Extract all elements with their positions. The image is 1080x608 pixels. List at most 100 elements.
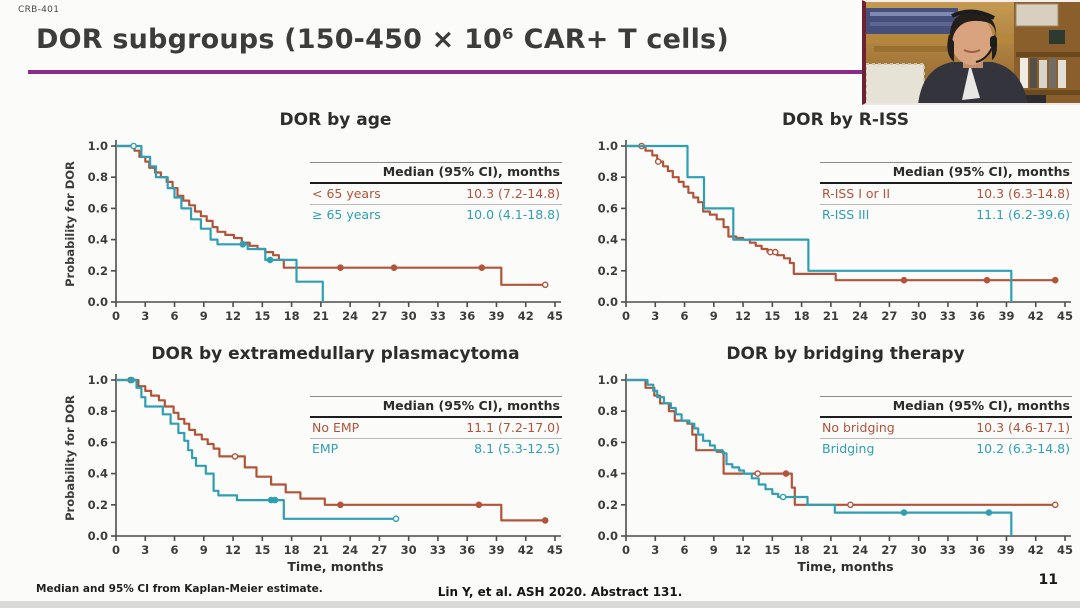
svg-text:27: 27 [881,543,897,557]
km-plot: 1.0 0.8 0.6 0.4 0.2 0.0 0 3 6 9 12 15 18 21 24 27 30 33 36… [58,368,563,580]
svg-text:12: 12 [225,309,241,323]
svg-text:3: 3 [651,309,659,323]
svg-text:45: 45 [547,309,563,323]
svg-text:0.8: 0.8 [598,170,618,184]
svg-text:27: 27 [371,309,387,323]
svg-text:27: 27 [881,309,897,323]
svg-text:1.0: 1.0 [598,139,618,153]
svg-text:30: 30 [911,543,927,557]
censor-mark [779,493,787,501]
svg-text:18: 18 [794,309,810,323]
group-label: No bridging [820,416,931,439]
svg-text:0.6: 0.6 [598,201,618,215]
svg-text:18: 18 [794,543,810,557]
table-row: ≥ 65 years 10.0 (4.1-18.8) [310,204,562,225]
group-label: Bridging [822,441,875,457]
censor-mark [900,509,908,516]
table-row: No EMP 11.1 (7.2-17.0) [310,416,562,439]
svg-text:18: 18 [284,543,300,557]
svg-text:0.8: 0.8 [598,404,618,418]
censor-mark [390,264,398,271]
median-value: 11.1 (7.2-17.0) [396,416,562,439]
km-chart-svg: 1.00.80.60.40.20.00 3 6 9 12 15 18 21 24 27 30 33 36… [598,139,1073,323]
svg-text:21: 21 [823,309,839,323]
svg-text:33: 33 [430,543,446,557]
svg-text:0.8: 0.8 [88,404,108,418]
group-label: < 65 years [310,182,418,205]
km-chart-svg: 1.00.80.60.40.20.00 3 6 9 12 15 18 21 24 27 30 33 36… [63,373,563,574]
y-axis-label: Probability for DOR [63,161,77,287]
censor-mark [782,470,790,477]
svg-text:39: 39 [998,543,1014,557]
svg-text:24: 24 [342,309,358,323]
median-table-header: Median (95% CI), months [310,161,562,184]
median-value: 10.2 (6.3-14.8) [976,441,1070,457]
censor-mark [754,470,761,477]
svg-text:0.2: 0.2 [598,264,618,278]
svg-text:15: 15 [254,309,270,323]
svg-text:30: 30 [911,309,927,323]
svg-text:0.0: 0.0 [598,529,618,543]
svg-text:0.8: 0.8 [88,170,108,184]
km-plot: 1.0 0.8 0.6 0.4 0.2 0.0 0 3 6 9 12 15 18 21 24 27 30 33 36… [568,134,1073,330]
km-curve-65-years [116,144,324,302]
censor-mark [985,509,993,516]
group-label: ≥ 65 years [312,207,381,223]
svg-text:36: 36 [459,309,475,323]
svg-text:0: 0 [622,309,630,323]
median-table: Median (95% CI), months R-ISS I or II 10… [820,161,1072,225]
table-row: Bridging 10.2 (6.3-14.8) [820,438,1072,459]
svg-text:15: 15 [254,543,270,557]
svg-text:0.2: 0.2 [88,498,108,512]
svg-text:0.2: 0.2 [598,498,618,512]
censor-mark [1051,501,1059,509]
svg-text:24: 24 [852,543,868,557]
censor-mark [771,248,779,256]
svg-text:9: 9 [200,309,208,323]
presenter-video-frame [866,2,1080,103]
chart-title: DOR by extramedullary plasmacytoma [151,344,520,364]
svg-text:0: 0 [622,543,630,557]
svg-text:45: 45 [1057,309,1073,323]
km-curve-bridging [626,378,1013,536]
x-axis-label: Time, months [287,559,383,574]
censor-mark [128,376,135,384]
median-value: 10.3 (7.2-14.8) [417,182,562,205]
svg-text:0: 0 [112,309,120,323]
censor-mark [475,501,483,509]
svg-text:3: 3 [141,543,149,557]
censor-mark [337,501,344,509]
svg-text:33: 33 [430,309,446,323]
median-table: Median (95% CI), months No EMP 11.1 (7.2… [310,395,562,459]
svg-text:42: 42 [1028,309,1044,323]
svg-text:21: 21 [313,543,329,557]
svg-text:6: 6 [681,543,689,557]
x-axis-label: Time, months [797,559,893,574]
svg-text:33: 33 [940,309,956,323]
axes [111,374,561,541]
svg-text:0.0: 0.0 [598,295,618,309]
svg-text:15: 15 [764,309,780,323]
svg-text:0.6: 0.6 [88,201,108,215]
table-row: < 65 years 10.3 (7.2-14.8) [310,182,562,205]
censor-mark [847,501,854,509]
censor-mark [239,241,247,248]
svg-text:30: 30 [401,543,417,557]
svg-text:0.2: 0.2 [88,264,108,278]
median-value: 11.1 (6.2-39.6) [976,207,1070,223]
group-label: R-ISS I or II [820,182,927,205]
svg-text:0.0: 0.0 [88,295,108,309]
page-number: 11 [1038,572,1058,588]
y-axis-label: Probability for DOR [63,395,77,521]
svg-text:39: 39 [998,309,1014,323]
censor-mark [271,496,279,504]
median-table-header: Median (95% CI), months [310,395,562,418]
svg-text:36: 36 [969,309,985,323]
km-curve-no-emp [116,378,546,522]
svg-text:3: 3 [141,309,149,323]
svg-text:45: 45 [547,543,563,557]
svg-text:33: 33 [940,543,956,557]
svg-text:36: 36 [969,543,985,557]
svg-text:1.0: 1.0 [598,373,618,387]
slide-title: DOR subgroups (150-450 × 10⁶ CAR+ T cell… [36,24,729,55]
